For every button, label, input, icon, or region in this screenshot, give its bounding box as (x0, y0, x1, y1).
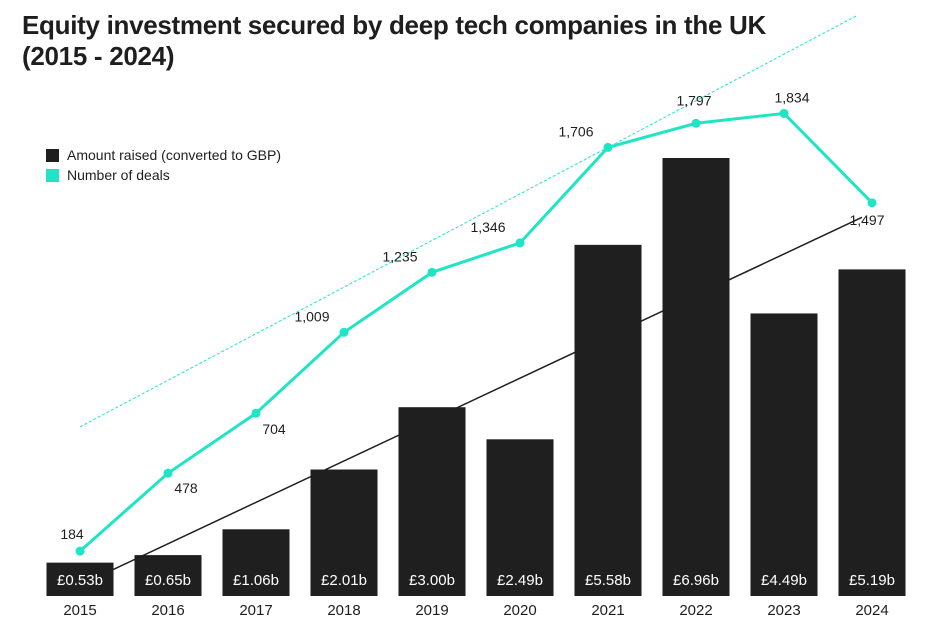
deals-label-2019: 1,235 (382, 248, 417, 264)
deals-label-2022: 1,797 (676, 92, 711, 108)
x-tick-label-2022: 2022 (679, 602, 712, 619)
chart-title: Equity investment secured by deep tech c… (22, 10, 902, 72)
deals-point-2018 (339, 327, 349, 337)
bar-2021 (574, 244, 642, 596)
x-tick-label-2021: 2021 (591, 602, 624, 619)
x-tick-label-2024: 2024 (855, 602, 888, 619)
bar-2018 (310, 469, 378, 596)
bar-2016 (134, 555, 202, 596)
deals-label-2023: 1,834 (774, 89, 809, 105)
deals-label-2017: 704 (262, 421, 286, 437)
deals-point-2024 (867, 198, 877, 208)
deals-point-2016 (163, 468, 173, 478)
legend-swatch-deals (46, 168, 59, 182)
x-tick-label-2018: 2018 (327, 602, 360, 619)
legend-label-deals: Number of deals (67, 167, 170, 183)
chart-title-line-2: (2015 - 2024) (22, 41, 175, 71)
deals-label-2015: 184 (60, 526, 84, 542)
bar-label-2017: £1.06b (233, 572, 279, 589)
bar-label-2015: £0.53b (57, 572, 103, 589)
x-tick-label-2017: 2017 (239, 602, 272, 619)
deals-label-2020: 1,346 (470, 219, 505, 235)
chart-title-line-1: Equity investment secured by deep tech c… (22, 10, 767, 40)
deals-point-2021 (603, 142, 613, 152)
bar-label-2023: £4.49b (761, 572, 807, 589)
x-tick-label-2020: 2020 (503, 602, 536, 619)
deals-label-2016: 478 (174, 480, 198, 496)
deals-point-2017 (251, 408, 261, 418)
bar-2017 (222, 529, 290, 596)
x-tick-label-2019: 2019 (415, 602, 448, 619)
deals-point-2023 (779, 108, 789, 118)
bar-label-2020: £2.49b (497, 572, 543, 589)
x-tick-label-2016: 2016 (151, 602, 184, 619)
bar-label-2016: £0.65b (145, 572, 191, 589)
amount-trendline (89, 216, 863, 582)
bar-label-2019: £3.00b (409, 572, 455, 589)
deals-line (79, 111, 874, 553)
deals-point-2015 (75, 546, 85, 556)
legend-item-amount: Amount raised (converted to GBP) (46, 145, 281, 165)
bar-label-2021: £5.58b (585, 572, 631, 589)
legend-item-deals: Number of deals (46, 165, 281, 185)
bar-2024 (838, 269, 906, 596)
deals-label-2018: 1,009 (294, 308, 329, 324)
x-tick-label-2023: 2023 (767, 602, 800, 619)
bar-2020 (486, 439, 554, 596)
bar-label-2018: £2.01b (321, 572, 367, 589)
deals-point-2022 (691, 118, 701, 128)
bar-label-2024: £5.19b (849, 572, 895, 589)
bar-2023 (750, 313, 818, 596)
x-tick-label-2015: 2015 (63, 602, 96, 619)
legend-swatch-amount (46, 148, 59, 162)
deals-point-2019 (427, 267, 437, 277)
deals-trendline (79, 15, 857, 428)
deals-label-2021: 1,706 (558, 123, 593, 139)
bar-2019 (398, 407, 466, 596)
deals-label-2024: 1,497 (849, 212, 884, 228)
chart-legend: Amount raised (converted to GBP) Number … (46, 145, 281, 185)
bar-2022 (662, 158, 730, 596)
bar-label-2022: £6.96b (673, 572, 719, 589)
deals-point-2020 (515, 238, 525, 248)
bar-2015 (46, 562, 114, 596)
legend-label-amount: Amount raised (converted to GBP) (67, 147, 281, 163)
